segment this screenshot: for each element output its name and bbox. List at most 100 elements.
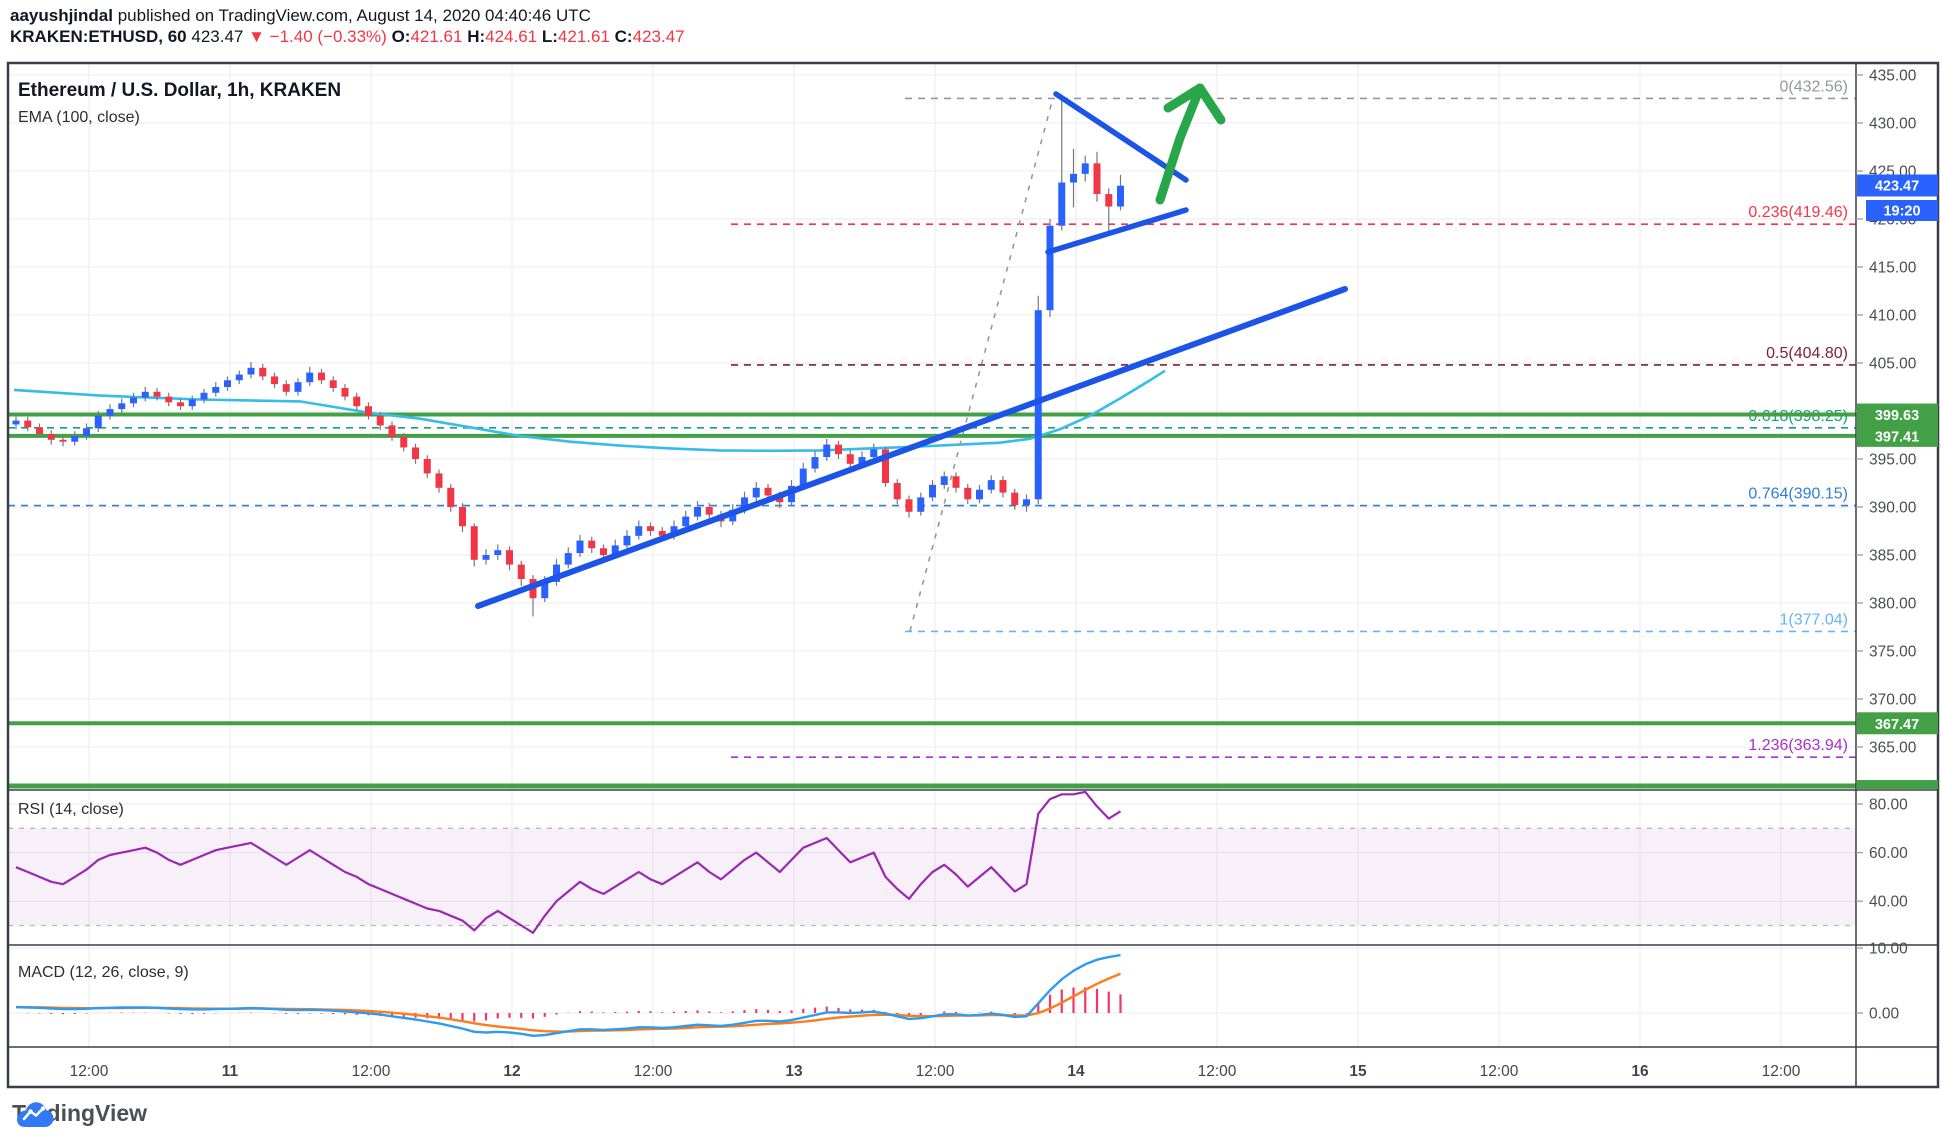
candle-down xyxy=(588,540,596,549)
candle-up xyxy=(482,555,490,560)
fib-level-label: 0(432.56) xyxy=(1780,78,1849,95)
time-axis[interactable]: 12:00 11 12:00 12 12:00 13 12:00 14 12:00 15 12:00… xyxy=(70,1063,1801,1080)
candle-down xyxy=(353,396,361,407)
candle-up xyxy=(118,403,126,410)
candle-up xyxy=(694,507,701,517)
candle-up xyxy=(1058,182,1066,226)
main-price-pane[interactable] xyxy=(12,98,1166,617)
candle-up xyxy=(1034,310,1042,500)
candle-down xyxy=(24,420,32,428)
candle-up xyxy=(623,535,631,546)
candle-up xyxy=(940,476,948,485)
price-tick-label: 410.00 xyxy=(1869,308,1917,325)
candle-down xyxy=(846,454,854,464)
candle-up xyxy=(823,444,831,458)
high-label: H: xyxy=(467,27,486,46)
candle-down xyxy=(259,367,267,377)
candle-down xyxy=(1093,163,1101,195)
candle-up xyxy=(799,468,807,486)
candle-down xyxy=(59,439,67,442)
candle-up xyxy=(247,367,255,375)
level-badge-partial xyxy=(1857,780,1938,789)
candle-down xyxy=(329,380,337,388)
candle-down xyxy=(470,526,478,560)
last-price-badge xyxy=(1857,174,1938,197)
chart-frame xyxy=(6,61,1940,1089)
candle-up xyxy=(235,374,243,381)
candle-down xyxy=(506,550,513,565)
ema-indicator-label[interactable]: EMA (100, close) xyxy=(18,109,140,126)
time-tick-label: 11 xyxy=(222,1063,239,1080)
close-label: C: xyxy=(614,27,633,46)
time-tick-label: 12:00 xyxy=(70,1063,109,1080)
rsi-pane[interactable] xyxy=(8,790,1856,934)
level-badge xyxy=(1857,424,1938,447)
symbol-interval: KRAKEN:ETHUSD, 60 xyxy=(10,27,187,46)
candle-up xyxy=(130,397,137,404)
candle-up xyxy=(752,487,760,498)
tradingview-cloud-icon xyxy=(17,1102,54,1127)
candle-down xyxy=(1011,492,1019,506)
fibonacci-retracement-tool[interactable]: 0(432.56)0.236(419.46)0.5(404.80)0.618(3… xyxy=(8,78,1856,758)
candle-down xyxy=(412,447,419,459)
price-axis[interactable]: 435.00430.00425.00420.00415.00410.00405.… xyxy=(1856,68,1938,1023)
candle-down xyxy=(647,526,654,531)
price-tick-label: 375.00 xyxy=(1869,644,1917,661)
time-tick-label: 15 xyxy=(1349,1063,1367,1080)
price-tick-label: 395.00 xyxy=(1869,452,1917,469)
fib-level-label: 0.764(390.15) xyxy=(1748,486,1848,503)
rsi-tick-label: 80.00 xyxy=(1869,797,1908,814)
candle-down xyxy=(705,507,713,515)
bar-countdown-label: 19:20 xyxy=(1883,204,1920,220)
time-tick-label: 12:00 xyxy=(352,1063,391,1080)
low-value: 421.61 xyxy=(557,27,615,46)
price-change: ▼ −1.40 (−0.33%) xyxy=(248,27,392,46)
macd-pane[interactable] xyxy=(15,953,1122,1038)
symbol-status-row: KRAKEN:ETHUSD, 60 423.47 ▼ −1.40 (−0.33%… xyxy=(10,26,685,47)
candle-up xyxy=(83,428,90,436)
flag-upper-line xyxy=(1053,91,1189,183)
candle-down xyxy=(376,415,384,426)
candle-down xyxy=(517,564,525,579)
candle-up xyxy=(929,484,936,498)
candle-up xyxy=(811,457,819,469)
candle-up xyxy=(1046,225,1054,311)
publish-text: published on TradingView.com, August 14,… xyxy=(112,6,591,25)
candle-up xyxy=(12,420,20,425)
candle-down xyxy=(400,436,408,448)
level-badge-label: 367.47 xyxy=(1875,717,1919,733)
candle-down xyxy=(282,384,290,392)
macd-indicator-label[interactable]: MACD (12, 26, close, 9) xyxy=(18,964,189,981)
candle-up xyxy=(576,540,584,554)
candle-up xyxy=(635,526,643,536)
support-resistance-lines[interactable] xyxy=(8,412,1856,789)
rsi-line xyxy=(15,790,1122,934)
ema-line xyxy=(13,369,1166,453)
price-tick-label: 370.00 xyxy=(1869,692,1917,709)
level-badge xyxy=(1857,712,1938,735)
breakout-arrow-head xyxy=(1163,83,1205,113)
flag-lower-line xyxy=(1045,207,1189,255)
rsi-indicator-label[interactable]: RSI (14, close) xyxy=(18,801,124,818)
header: aayushjindal published on TradingView.co… xyxy=(10,5,685,47)
tradingview-logo[interactable]: TradingView xyxy=(12,1100,147,1127)
candle-up xyxy=(541,581,549,599)
candle-down xyxy=(435,473,443,488)
candle-up xyxy=(494,550,502,555)
candle-up xyxy=(200,392,208,400)
macd-tick-label: 0.00 xyxy=(1869,1006,1900,1023)
candle-down xyxy=(905,499,913,512)
candle-down xyxy=(388,425,396,437)
drawing-annotations[interactable] xyxy=(475,83,1348,632)
macd-signal-line xyxy=(15,972,1121,1033)
level-badge-label: 397.41 xyxy=(1875,429,1919,445)
close-value: 423.47 xyxy=(632,27,685,46)
price-tick-label: 385.00 xyxy=(1869,548,1917,565)
open-label: O: xyxy=(391,27,411,46)
candle-up xyxy=(564,553,572,565)
candle-up xyxy=(1117,185,1124,207)
fib-level-label: 0.236(419.46) xyxy=(1748,204,1848,221)
candle-up xyxy=(224,380,231,387)
candle-down xyxy=(318,372,325,381)
